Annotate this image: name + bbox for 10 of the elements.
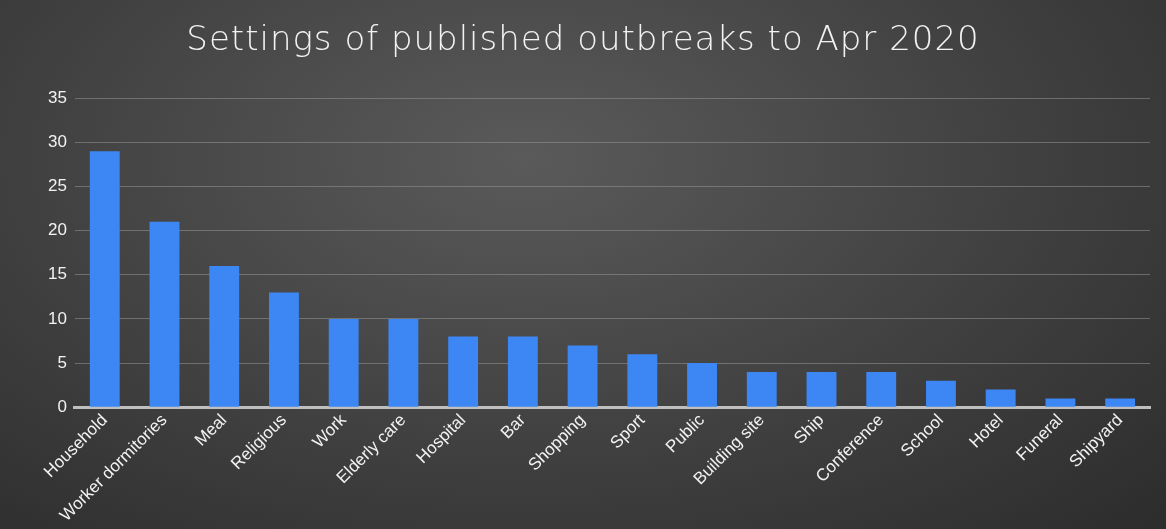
y-tick-label: 0 xyxy=(57,396,67,416)
y-tick-label: 20 xyxy=(47,220,67,240)
y-tick-label: 15 xyxy=(47,264,67,284)
y-tick-label: 10 xyxy=(47,308,67,328)
x-tick-label: Bar xyxy=(496,409,530,443)
chart-title: Settings of published outbreaks to Apr 2020 xyxy=(185,18,981,58)
y-tick-label: 25 xyxy=(47,176,67,196)
y-tick-label: 5 xyxy=(57,352,67,372)
y-tick-label: 35 xyxy=(47,87,67,107)
y-tick-label: 30 xyxy=(47,132,67,152)
